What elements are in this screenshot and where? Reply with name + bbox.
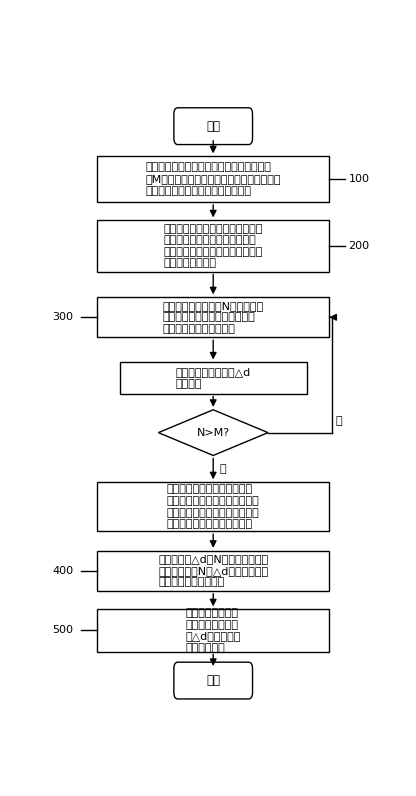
- Bar: [97, 609, 329, 652]
- Text: 控制器对鼓轮转动量△d
进行计数: 控制器对鼓轮转动量△d 进行计数: [176, 367, 251, 388]
- Text: 400: 400: [52, 566, 73, 576]
- Text: 预先在控制器内设置需要检测的干涉条纹总
数M；控制器控制电机、显示器、鼓轮转动量
检测电路和光电传感器电路开始工作: 预先在控制器内设置需要检测的干涉条纹总 数M；控制器控制电机、显示器、鼓轮转动量…: [146, 162, 281, 196]
- Text: 光电传感器电路检测光波信号并将
检测到的信号输入到控制器中；
鼓轮转动量检测电路将检测的鼓轮
信号输入控制器中: 光电传感器电路检测光波信号并将 检测到的信号输入到控制器中； 鼓轮转动量检测电路…: [163, 224, 263, 268]
- Text: 500: 500: [52, 626, 73, 635]
- FancyBboxPatch shape: [174, 662, 253, 699]
- Text: 人工读取两张照片
上的鼓轮圈数，计
算△d，得到更精
确的光波波长: 人工读取两张照片 上的鼓轮圈数，计 算△d，得到更精 确的光波波长: [186, 608, 241, 653]
- FancyBboxPatch shape: [174, 107, 253, 145]
- Text: 是: 是: [220, 464, 226, 474]
- Text: 控制器停止干涉条纹的计数，
最后一次干涉条纹计数时，控制
器控制摄像头拍摄鼓轮的照片；
控制器停止鼓轮转动量的计数: 控制器停止干涉条纹的计数， 最后一次干涉条纹计数时，控制 器控制摄像头拍摄鼓轮的…: [167, 484, 260, 529]
- Bar: [97, 220, 329, 271]
- Text: 200: 200: [349, 241, 370, 251]
- Bar: [97, 297, 329, 338]
- Text: 100: 100: [349, 174, 369, 184]
- Text: 控制器对干涉条纹数N进行计数，
第一次干涉条纹计数时控制器控
制摄像头拍摄鼓轮的照片: 控制器对干涉条纹数N进行计数， 第一次干涉条纹计数时控制器控 制摄像头拍摄鼓轮的…: [163, 301, 264, 334]
- Text: 开始: 开始: [206, 119, 220, 133]
- Bar: [97, 482, 329, 531]
- Text: 否: 否: [336, 416, 342, 427]
- Polygon shape: [158, 410, 268, 455]
- Bar: [97, 551, 329, 591]
- Bar: [97, 156, 329, 202]
- Text: 结束: 结束: [206, 674, 220, 687]
- Text: 300: 300: [52, 312, 73, 322]
- Text: 控制器根据△d和N计算光波波长；
显示器中显示N、△d和光波波长的
数值，并显示两张照片: 控制器根据△d和N计算光波波长； 显示器中显示N、△d和光波波长的 数值，并显示…: [158, 554, 268, 587]
- Bar: [120, 362, 307, 393]
- Text: N>M?: N>M?: [197, 427, 230, 438]
